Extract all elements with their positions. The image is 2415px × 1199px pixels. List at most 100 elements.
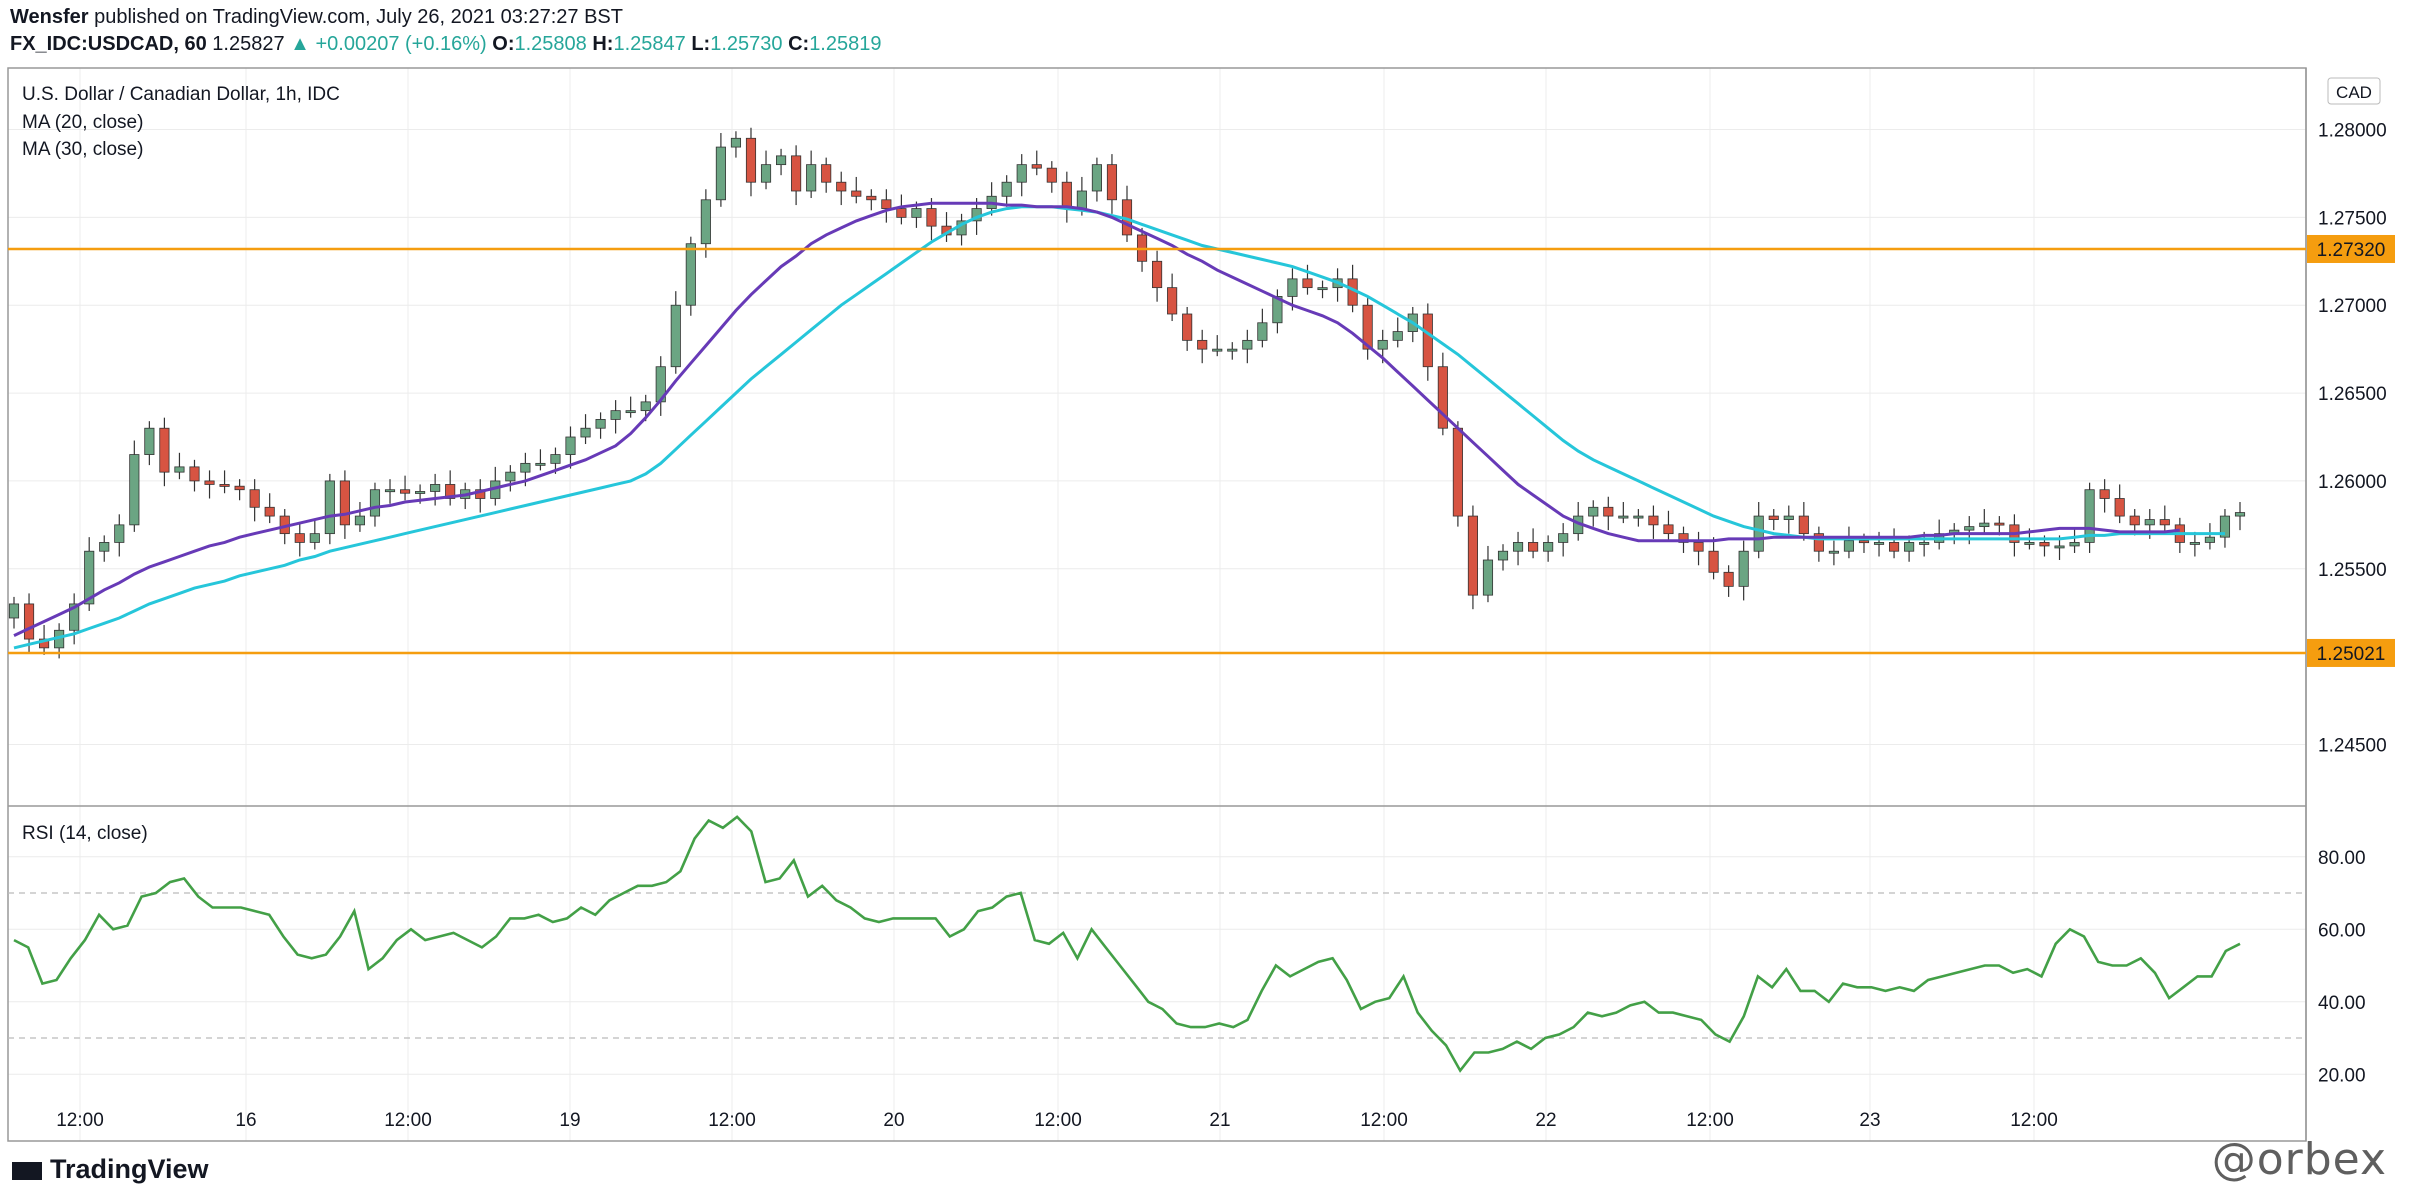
candle-body (69, 603, 80, 631)
candle-body (1738, 550, 1749, 587)
candle-body (2084, 489, 2095, 543)
candle-body (896, 208, 907, 218)
candle-body (791, 155, 802, 192)
candle-body (2039, 542, 2050, 547)
candle-body (1152, 260, 1163, 289)
candle-body (1106, 164, 1118, 201)
grid-lines (8, 68, 2306, 1141)
candle-body (1061, 181, 1072, 209)
candle-body (1016, 164, 1027, 183)
candle-body (760, 164, 772, 183)
candle-body (2099, 489, 2110, 499)
high-label: H: (592, 33, 614, 55)
x-tick-label: 19 (559, 1110, 580, 1131)
candle-body (144, 427, 155, 455)
candle-body (670, 304, 681, 368)
candle-body (1197, 339, 1208, 350)
candle-body (1467, 515, 1478, 596)
ma20-line (13, 201, 2180, 637)
high-value: 1.25847 (613, 33, 686, 55)
candle-body (610, 410, 621, 420)
low-value: 1.25730 (710, 33, 783, 55)
candle-body (1392, 331, 1403, 341)
x-tick-label: 12:00 (56, 1110, 104, 1131)
price-tick-label: 1.24500 (2318, 736, 2387, 757)
candle-body (1588, 506, 1599, 517)
rsi-line (13, 815, 2241, 1073)
candle-body (700, 199, 711, 245)
x-tick-label: 12:00 (384, 1110, 432, 1131)
currency-badge[interactable] (2327, 77, 2381, 105)
candle-body (1482, 559, 1494, 596)
candle-body (189, 466, 200, 482)
candle-body (1919, 542, 1930, 545)
candle-body (309, 533, 320, 543)
candle-body (776, 155, 787, 166)
x-tick-label: 12:00 (1686, 1110, 1734, 1131)
ohlc-bar: FX_IDC:USDCAD, 60 1.25827 ▲ +0.00207 (+0… (10, 33, 881, 56)
candle-body (745, 137, 757, 183)
x-tick-label: 22 (1535, 1110, 1556, 1131)
candle-body (2069, 542, 2080, 547)
candle-body (354, 515, 365, 526)
candle-body (1723, 571, 1734, 587)
candle-body (1828, 550, 1839, 554)
candle-body (1497, 550, 1509, 561)
candle-body (1678, 533, 1689, 543)
level-label-bg (2307, 234, 2395, 263)
candle-body (505, 471, 516, 482)
level-label: 1.27320 (2317, 240, 2386, 261)
level-label-bg (2307, 638, 2395, 667)
candle-body (1377, 339, 1388, 350)
x-tick-label: 12:00 (708, 1110, 756, 1131)
candle-body (1693, 542, 1704, 552)
candle-body (2114, 498, 2125, 517)
candle-body (1422, 313, 1433, 368)
candle-body (219, 484, 230, 487)
candle-body (520, 462, 531, 473)
candle-body (324, 480, 335, 535)
candle-body (595, 419, 606, 429)
candle-body (8, 603, 20, 619)
level-label: 1.25021 (2317, 644, 2386, 665)
candle-body (1317, 287, 1328, 291)
candle-body (821, 164, 832, 183)
candle-body (1618, 515, 1629, 519)
x-tick-label: 12:00 (1360, 1110, 1408, 1131)
author-name[interactable]: Wensfer (10, 6, 89, 28)
x-tick-label: 20 (883, 1110, 904, 1131)
candle-body (1272, 296, 1283, 324)
candle-body (866, 195, 877, 201)
candle-body (2189, 542, 2200, 545)
candle-body (1046, 167, 1057, 183)
tradingview-logo[interactable]: TradingView (12, 1154, 209, 1185)
candle-body (1979, 522, 1990, 528)
price-tick-label: 1.28000 (2318, 121, 2387, 142)
candle-body (264, 506, 275, 517)
candle-body (99, 542, 110, 552)
candle-body (640, 401, 651, 412)
candle-body (369, 489, 381, 517)
legend: U.S. Dollar / Canadian Dollar, 1h, IDC M… (22, 77, 2381, 844)
candle-body (881, 199, 892, 209)
candle-body (23, 603, 35, 640)
candle-body (580, 427, 591, 438)
candle-body (1212, 348, 1223, 352)
candle-body (1753, 515, 1764, 552)
candle-body (1287, 278, 1298, 297)
candle-body (1227, 348, 1238, 352)
candle-body (114, 524, 125, 543)
candle-body (1242, 339, 1253, 350)
x-tick-label: 21 (1209, 1110, 1230, 1131)
candle-body (234, 485, 245, 491)
support-resistance-levels: 1.27320 1.25021 (8, 234, 2395, 667)
rsi-tick-label: 40.00 (2318, 993, 2366, 1014)
candle-body (1648, 515, 1659, 526)
x-tick-label: 23 (1859, 1110, 1880, 1131)
candle-body (2129, 515, 2140, 526)
ma30-legend: MA (30, close) (22, 139, 143, 160)
change-text: ▲ +0.00207 (+0.16%) (290, 33, 487, 55)
candle-body (1452, 427, 1463, 517)
candle-body (1558, 533, 1569, 543)
